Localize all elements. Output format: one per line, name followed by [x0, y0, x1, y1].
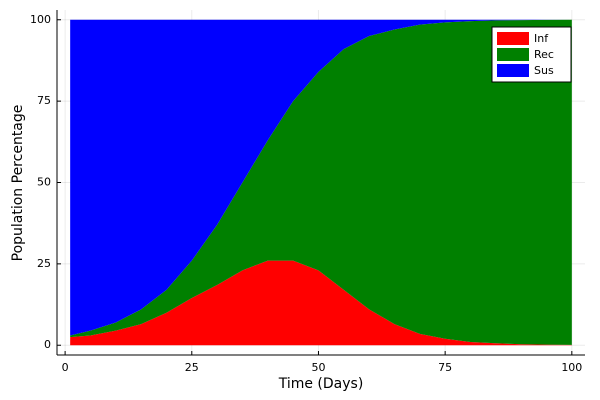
legend-label: Rec — [534, 48, 554, 61]
legend-label: Sus — [534, 64, 554, 77]
x-axis-label: Time (Days) — [278, 376, 364, 392]
y-axis-label: Population Percentage — [10, 105, 26, 262]
legend-swatch — [497, 48, 529, 61]
y-tick-label: 75 — [37, 94, 51, 107]
y-tick-label: 50 — [37, 176, 51, 189]
area — [70, 19, 572, 336]
y-tick-label: 25 — [37, 257, 51, 270]
area — [70, 260, 572, 346]
legend-swatch — [497, 64, 529, 77]
x-tick-label: 0 — [62, 361, 69, 374]
legend-swatch — [497, 32, 529, 45]
x-tick-label: 50 — [311, 361, 325, 374]
x-tick-label: 75 — [438, 361, 452, 374]
legend-label: Inf — [534, 32, 549, 45]
area — [70, 19, 572, 345]
x-tick-label: 25 — [185, 361, 199, 374]
y-tick-label: 0 — [44, 338, 51, 351]
x-tick-label: 100 — [561, 361, 582, 374]
y-tick-label: 100 — [30, 13, 51, 26]
